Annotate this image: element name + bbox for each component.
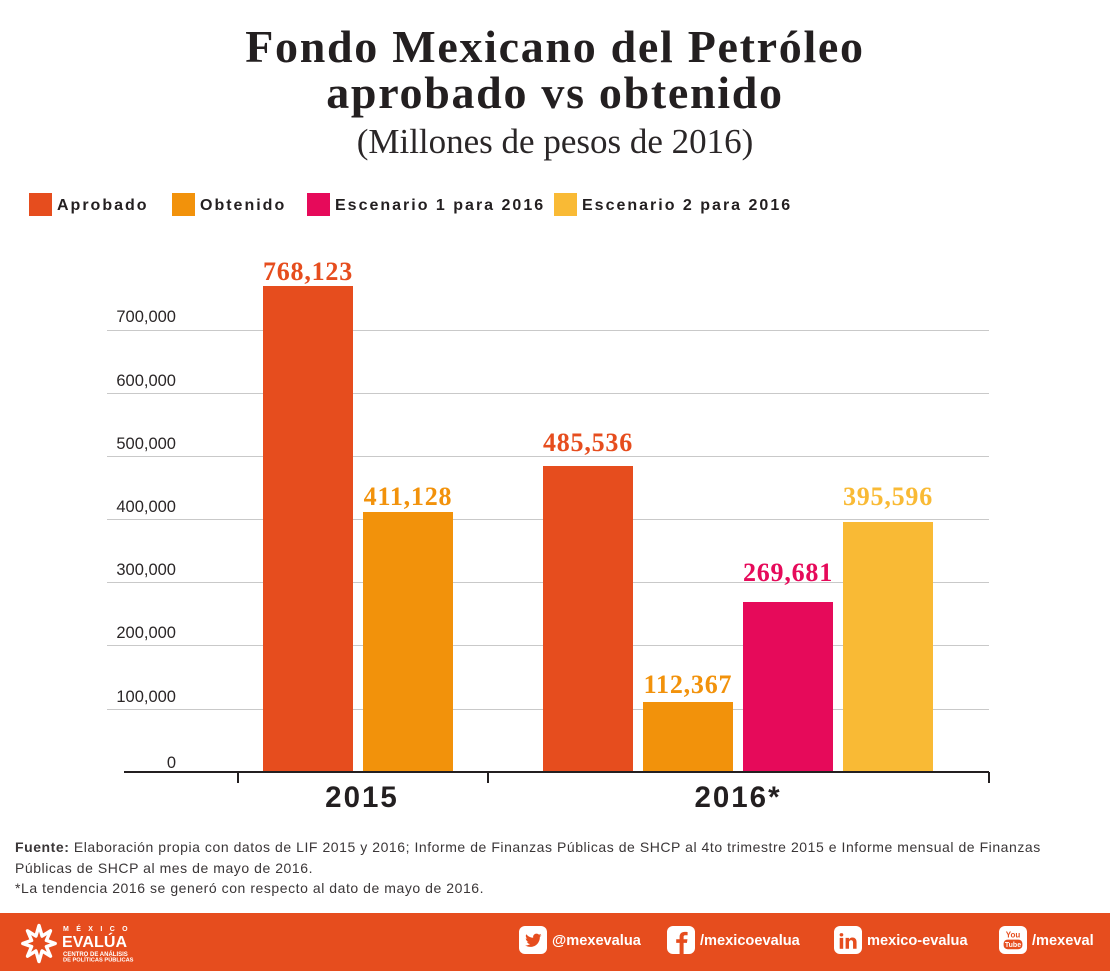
svg-text:MÉXICO: MÉXICO [63, 924, 135, 933]
svg-text:EVALÚA: EVALÚA [62, 932, 128, 951]
svg-text:DE POLÍTICAS PÚBLICAS: DE POLÍTICAS PÚBLICAS [63, 956, 134, 964]
svg-text:CENTRO DE ANÁLISIS: CENTRO DE ANÁLISIS [63, 951, 128, 958]
svg-text:You: You [1006, 931, 1021, 940]
svg-text:Tube: Tube [1005, 942, 1021, 949]
